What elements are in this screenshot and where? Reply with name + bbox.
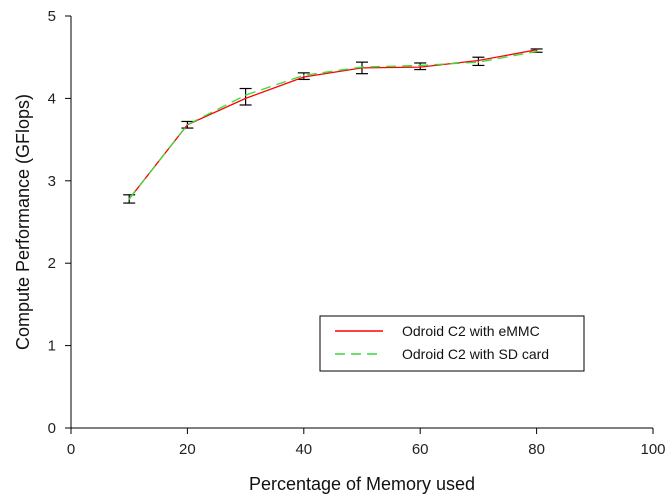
y-tick-label: 1 <box>48 338 56 355</box>
y-tick-label: 2 <box>48 255 56 272</box>
data-point <box>419 66 422 68</box>
axes <box>65 15 654 434</box>
legend-label-sd-card: Odroid C2 with SD card <box>402 346 549 362</box>
data-point <box>535 48 538 51</box>
error-bar <box>297 72 310 81</box>
data-point <box>244 94 247 96</box>
data-point <box>303 76 305 78</box>
series-lines <box>128 48 538 200</box>
series-line-sd-card <box>128 50 537 200</box>
data-point <box>244 97 247 100</box>
x-tick-label: 0 <box>67 441 75 458</box>
x-tick-label: 20 <box>179 441 196 458</box>
y-tick-label: 5 <box>48 8 56 25</box>
y-tick-label: 0 <box>48 420 56 437</box>
x-tick-label: 80 <box>528 441 545 458</box>
series-line-emmc <box>128 49 537 200</box>
y-tick-label: 4 <box>48 90 56 107</box>
legend-label-emmc: Odroid C2 with eMMC <box>402 323 540 339</box>
data-point <box>128 198 130 200</box>
data-point <box>186 123 189 126</box>
data-point <box>477 59 480 62</box>
x-tick-label: 60 <box>412 441 429 458</box>
plot-area <box>123 48 543 204</box>
error-bar <box>472 56 485 67</box>
legend-box <box>319 315 585 372</box>
data-point <box>303 74 305 77</box>
x-axis-title: Percentage of Memory used <box>249 474 475 494</box>
tick-labels: 0 20 40 60 80 100 0 1 2 3 4 5 <box>48 8 666 458</box>
legend: Odroid C2 with eMMC Odroid C2 with SD ca… <box>319 315 585 372</box>
data-point <box>361 66 363 68</box>
error-bar <box>414 62 427 71</box>
y-tick-label: 3 <box>48 173 56 190</box>
error-bar <box>239 87 252 106</box>
x-tick-label: 100 <box>640 441 665 458</box>
x-tick-label: 40 <box>295 441 312 458</box>
data-point <box>477 61 480 63</box>
data-point <box>419 64 422 67</box>
y-axis-title: Compute Performance (GFlops) <box>13 94 33 350</box>
data-point <box>535 50 538 53</box>
